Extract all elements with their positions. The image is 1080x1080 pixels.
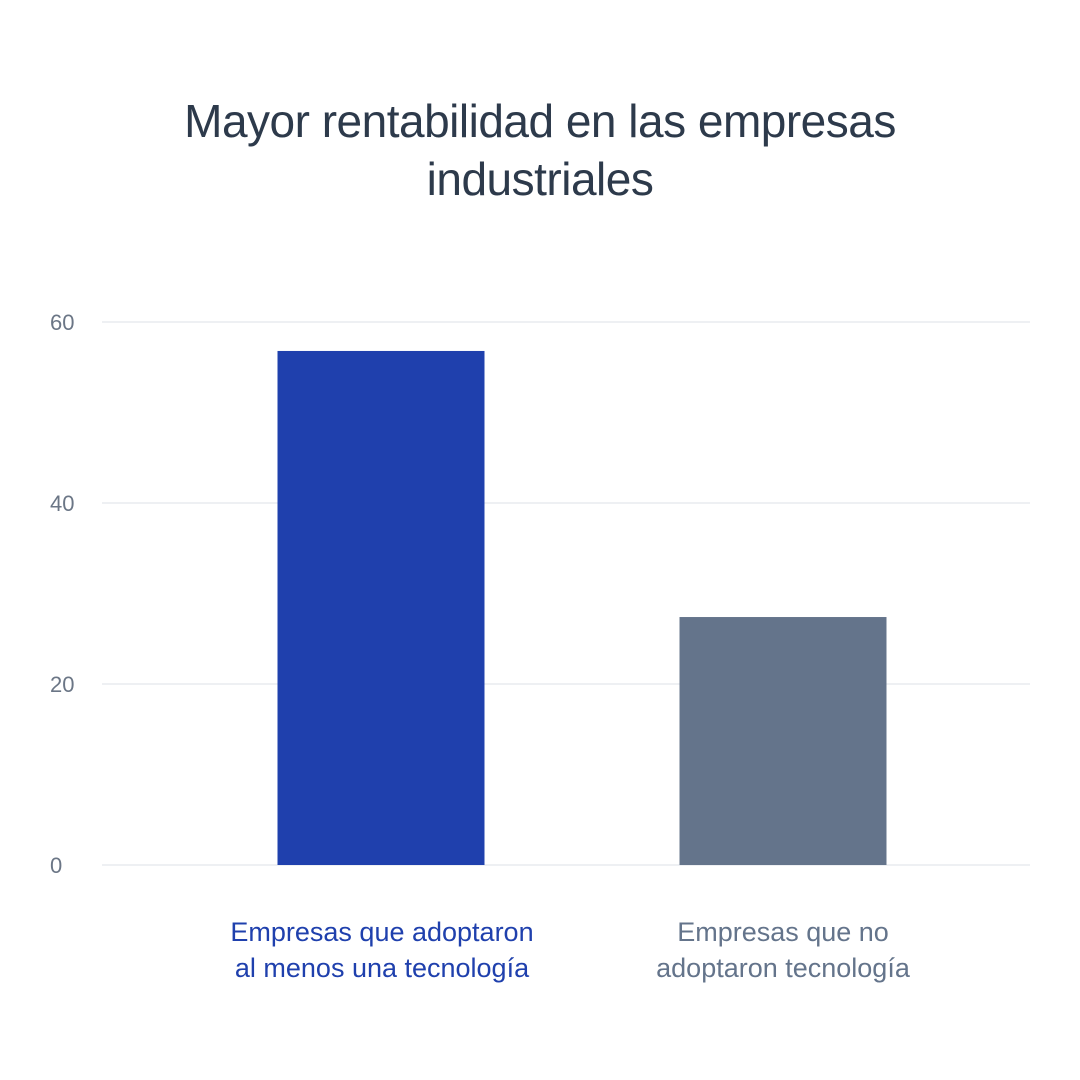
y-tick-label-60: 60 xyxy=(50,310,74,335)
chart-title-line-1: Mayor rentabilidad en las empresas xyxy=(184,95,896,147)
category-label-adopted-line-1: Empresas que adoptaron xyxy=(230,917,534,947)
y-tick-label-0: 0 xyxy=(50,853,62,878)
chart-title-line-2: industriales xyxy=(426,153,654,205)
chart-title: Mayor rentabilidad en las empresas indus… xyxy=(140,92,940,208)
bar-1 xyxy=(679,617,887,865)
gridlines xyxy=(102,321,1030,866)
y-axis-ticks: 0 20 40 60 xyxy=(50,310,74,878)
category-label-not-adopted-line-2: adoptaron tecnología xyxy=(656,953,910,983)
category-label-adopted: Empresas que adoptaron al menos una tecn… xyxy=(202,914,562,986)
bars xyxy=(277,350,887,866)
category-label-not-adopted-line-1: Empresas que no xyxy=(677,917,889,947)
bar-0 xyxy=(277,350,485,866)
y-tick-label-40: 40 xyxy=(50,491,74,516)
category-label-not-adopted: Empresas que no adoptaron tecnología xyxy=(603,914,963,986)
category-label-adopted-line-2: al menos una tecnología xyxy=(234,953,530,983)
y-tick-label-20: 20 xyxy=(50,672,74,697)
